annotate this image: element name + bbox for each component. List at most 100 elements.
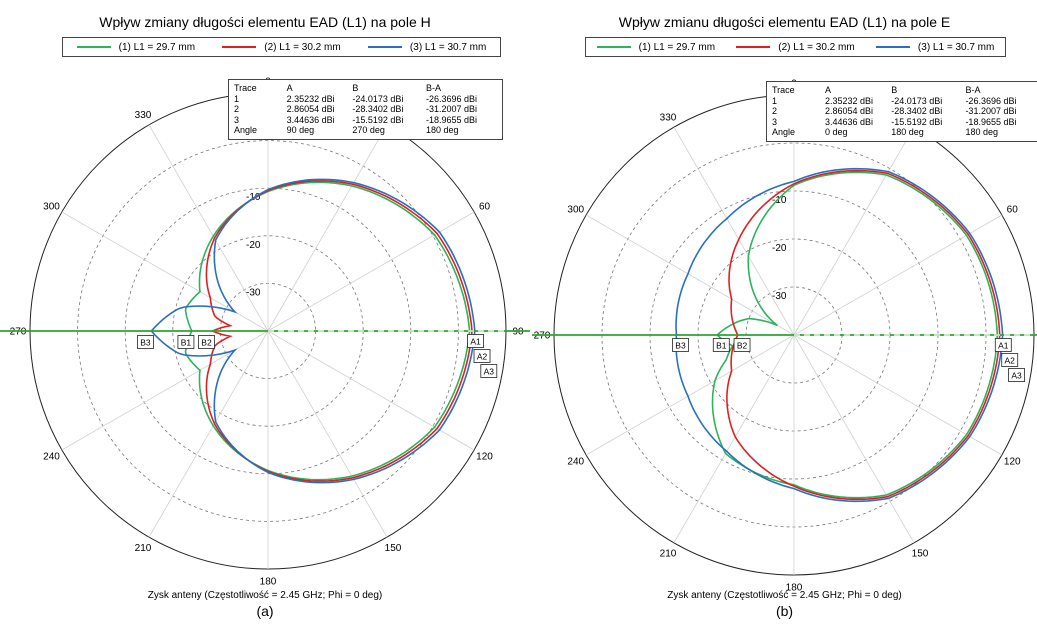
marker-label: A2 xyxy=(477,352,488,362)
table-cell: 90 deg xyxy=(286,125,315,135)
radial-tick-label: -20 xyxy=(772,243,787,254)
angle-tick-label: 180 xyxy=(260,577,277,588)
grid-spoke xyxy=(793,334,915,544)
table-cell: -15.5192 dBi xyxy=(352,114,404,125)
table-cell: 2.86054 dBi xyxy=(825,106,874,116)
table-cell: 0 deg xyxy=(825,127,848,137)
table-cell: 3 xyxy=(234,114,240,125)
angle-tick-label: 270 xyxy=(534,331,551,342)
table-header-cell: B xyxy=(891,85,898,95)
marker-box xyxy=(672,338,689,352)
chart-legend: (1) L1 = 29.7 mm (2) L1 = 30.2 mm (3) L1… xyxy=(585,37,1006,57)
table-cell: 3.44636 dBi xyxy=(286,114,335,125)
marker-box xyxy=(1001,353,1019,367)
marker-label: A3 xyxy=(1011,371,1022,381)
table-row: 3 3.44636 dBi -15.5192 dBi -18.9655 dBi xyxy=(234,115,497,126)
legend-swatch-red xyxy=(222,46,257,48)
angle-tick-label: 240 xyxy=(43,452,60,463)
legend-swatch-red xyxy=(736,46,771,48)
angle-tick-label: 300 xyxy=(43,202,60,213)
angle-tick-label: 330 xyxy=(135,110,152,121)
table-header-cell: A xyxy=(286,83,293,93)
x-axis-label: Zysk anteny (Częstotliwość = 2.45 GHz; P… xyxy=(667,590,902,601)
figure-caption: (a) xyxy=(256,603,274,619)
angle-tick-label: 60 xyxy=(1007,205,1019,216)
table-cell: -26.3696 dBi xyxy=(965,95,1017,106)
marker-box xyxy=(994,338,1012,352)
angle-tick-label: 60 xyxy=(479,202,491,213)
marker-label: B3 xyxy=(675,341,686,351)
table-cell: -18.9655 dBi xyxy=(965,116,1017,127)
marker-box xyxy=(733,338,751,352)
marker-label: B1 xyxy=(181,338,192,348)
angle-tick-label: 270 xyxy=(10,327,27,338)
series-line xyxy=(150,178,476,484)
marker-box xyxy=(1008,368,1025,382)
radial-tick-label: -20 xyxy=(246,240,261,251)
grid-spoke xyxy=(585,334,795,456)
table-cell: 2.35232 dBi xyxy=(825,95,874,106)
legend-label: (2) L1 = 30.2 mm xyxy=(264,41,341,53)
legend-item-3: (3) L1 = 30.7 mm xyxy=(367,41,487,53)
legend-label: (1) L1 = 29.7 mm xyxy=(118,41,196,53)
legend-label: (2) L1 = 30.2 mm xyxy=(778,41,855,53)
table-row: 1 2.35232 dBi -24.0173 dBi -26.3696 dBi xyxy=(772,96,1037,107)
table-header-cell: B xyxy=(352,83,359,93)
table-cell: 270 deg xyxy=(352,125,385,135)
table-row: Angle 0 deg 180 deg 180 deg xyxy=(772,127,1037,138)
angle-tick-label: 120 xyxy=(476,452,493,463)
marker-table: Trace A B B-A 1 2.35232 dBi -24.0173 dBi… xyxy=(766,81,1037,142)
marker-box xyxy=(467,334,484,348)
chart-legend: (1) L1 = 29.7 mm (2) L1 = 30.2 mm (3) L1… xyxy=(62,37,501,57)
table-cell: 2.86054 dBi xyxy=(286,104,335,114)
grid-spoke xyxy=(793,126,915,336)
angle-tick-label: 150 xyxy=(385,543,402,554)
series-line xyxy=(205,180,473,482)
table-cell: 180 deg xyxy=(425,125,459,135)
marker-label: A3 xyxy=(484,367,495,377)
legend-item-3: (3) L1 = 30.7 mm xyxy=(875,41,995,53)
table-cell: 2 xyxy=(772,106,778,116)
table-cell: -31.2007 dBi xyxy=(425,104,478,114)
table-header-cell: Trace xyxy=(772,85,795,95)
legend-item-2: (2) L1 = 30.2 mm xyxy=(736,41,855,53)
legend-item-1: (1) L1 = 29.7 mm xyxy=(76,41,196,53)
marker-label: B3 xyxy=(140,338,151,348)
table-cell: 2.35232 dBi xyxy=(286,93,335,104)
grid-spoke xyxy=(267,211,475,332)
table-cell: 3 xyxy=(772,116,778,127)
marker-label: A1 xyxy=(470,337,481,347)
table-cell: 1 xyxy=(234,93,240,104)
table-cell: Angle xyxy=(772,127,796,137)
table-cell: 180 deg xyxy=(891,127,924,137)
angle-tick-label: 240 xyxy=(567,457,584,468)
table-row: 2 2.86054 dBi -28.3402 dBi -31.2007 dBi xyxy=(772,106,1037,117)
angle-tick-label: 150 xyxy=(912,549,929,560)
angle-tick-label: 90 xyxy=(512,327,524,338)
table-cell: 3.44636 dBi xyxy=(825,116,874,127)
marker-box xyxy=(480,364,498,378)
table-cell: -24.0173 dBi xyxy=(352,93,404,104)
grid-spoke xyxy=(673,126,795,336)
grid-spoke xyxy=(267,124,388,332)
table-cell: -18.9655 dBi xyxy=(425,114,478,125)
legend-label: (3) L1 = 30.7 mm xyxy=(409,41,487,53)
legend-label: (3) L1 = 30.7 mm xyxy=(917,41,995,53)
table-cell: Angle xyxy=(234,125,258,135)
table-row: 2 2.86054 dBi -28.3402 dBi -31.2007 dBi xyxy=(234,104,497,115)
grid-spoke xyxy=(585,214,795,336)
grid-spoke xyxy=(793,334,1003,456)
table-header-cell: B-A xyxy=(425,83,441,93)
polar-plot-a: 0306090120150180210240270300330-10-20-30… xyxy=(0,77,530,588)
table-header-cell: B-A xyxy=(965,85,981,95)
legend-swatch-green xyxy=(596,46,631,48)
radial-tick-label: -30 xyxy=(772,291,787,302)
table-cell: -15.5192 dBi xyxy=(891,116,943,127)
marker-label: B2 xyxy=(201,338,212,348)
marker-box xyxy=(137,335,154,349)
grid-spoke xyxy=(267,330,475,451)
legend-item-2: (2) L1 = 30.2 mm xyxy=(222,41,341,53)
legend-label: (1) L1 = 29.7 mm xyxy=(638,41,716,53)
chart-title: Wpływ zmiany długości elementu EAD (L1) … xyxy=(99,14,431,30)
marker-box xyxy=(712,338,730,352)
